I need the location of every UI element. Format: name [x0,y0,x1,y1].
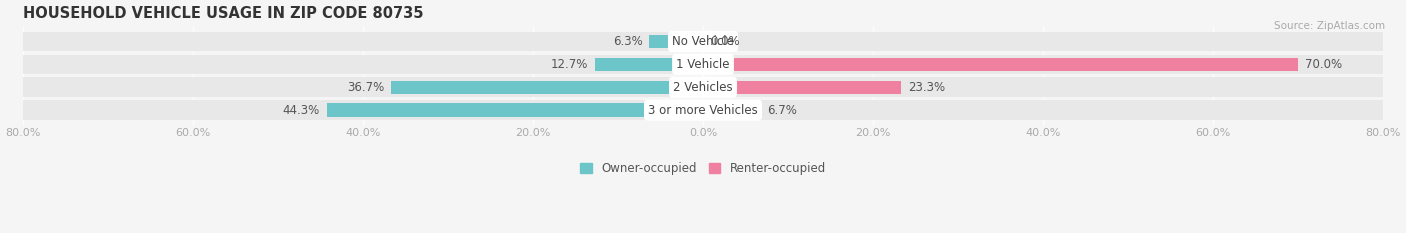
Text: 1 Vehicle: 1 Vehicle [676,58,730,71]
Bar [24,100,1382,120]
Text: HOUSEHOLD VEHICLE USAGE IN ZIP CODE 80735: HOUSEHOLD VEHICLE USAGE IN ZIP CODE 8073… [24,6,423,21]
Bar [326,103,703,117]
Text: 44.3%: 44.3% [283,104,319,117]
Bar [703,58,1298,71]
Bar [703,103,759,117]
Bar [24,55,1382,74]
Text: 12.7%: 12.7% [551,58,588,71]
Text: 2 Vehicles: 2 Vehicles [673,81,733,94]
Bar [595,58,703,71]
Text: Source: ZipAtlas.com: Source: ZipAtlas.com [1274,21,1385,31]
Text: 6.3%: 6.3% [613,35,643,48]
Legend: Owner-occupied, Renter-occupied: Owner-occupied, Renter-occupied [575,157,831,180]
Bar [703,81,901,94]
Text: 6.7%: 6.7% [766,104,797,117]
Text: 36.7%: 36.7% [347,81,384,94]
Text: 3 or more Vehicles: 3 or more Vehicles [648,104,758,117]
Bar [650,35,703,48]
Text: 23.3%: 23.3% [908,81,945,94]
Bar [24,77,1382,97]
Text: 70.0%: 70.0% [1305,58,1341,71]
Text: No Vehicle: No Vehicle [672,35,734,48]
Bar [391,81,703,94]
Text: 0.0%: 0.0% [710,35,740,48]
Bar [24,32,1382,51]
